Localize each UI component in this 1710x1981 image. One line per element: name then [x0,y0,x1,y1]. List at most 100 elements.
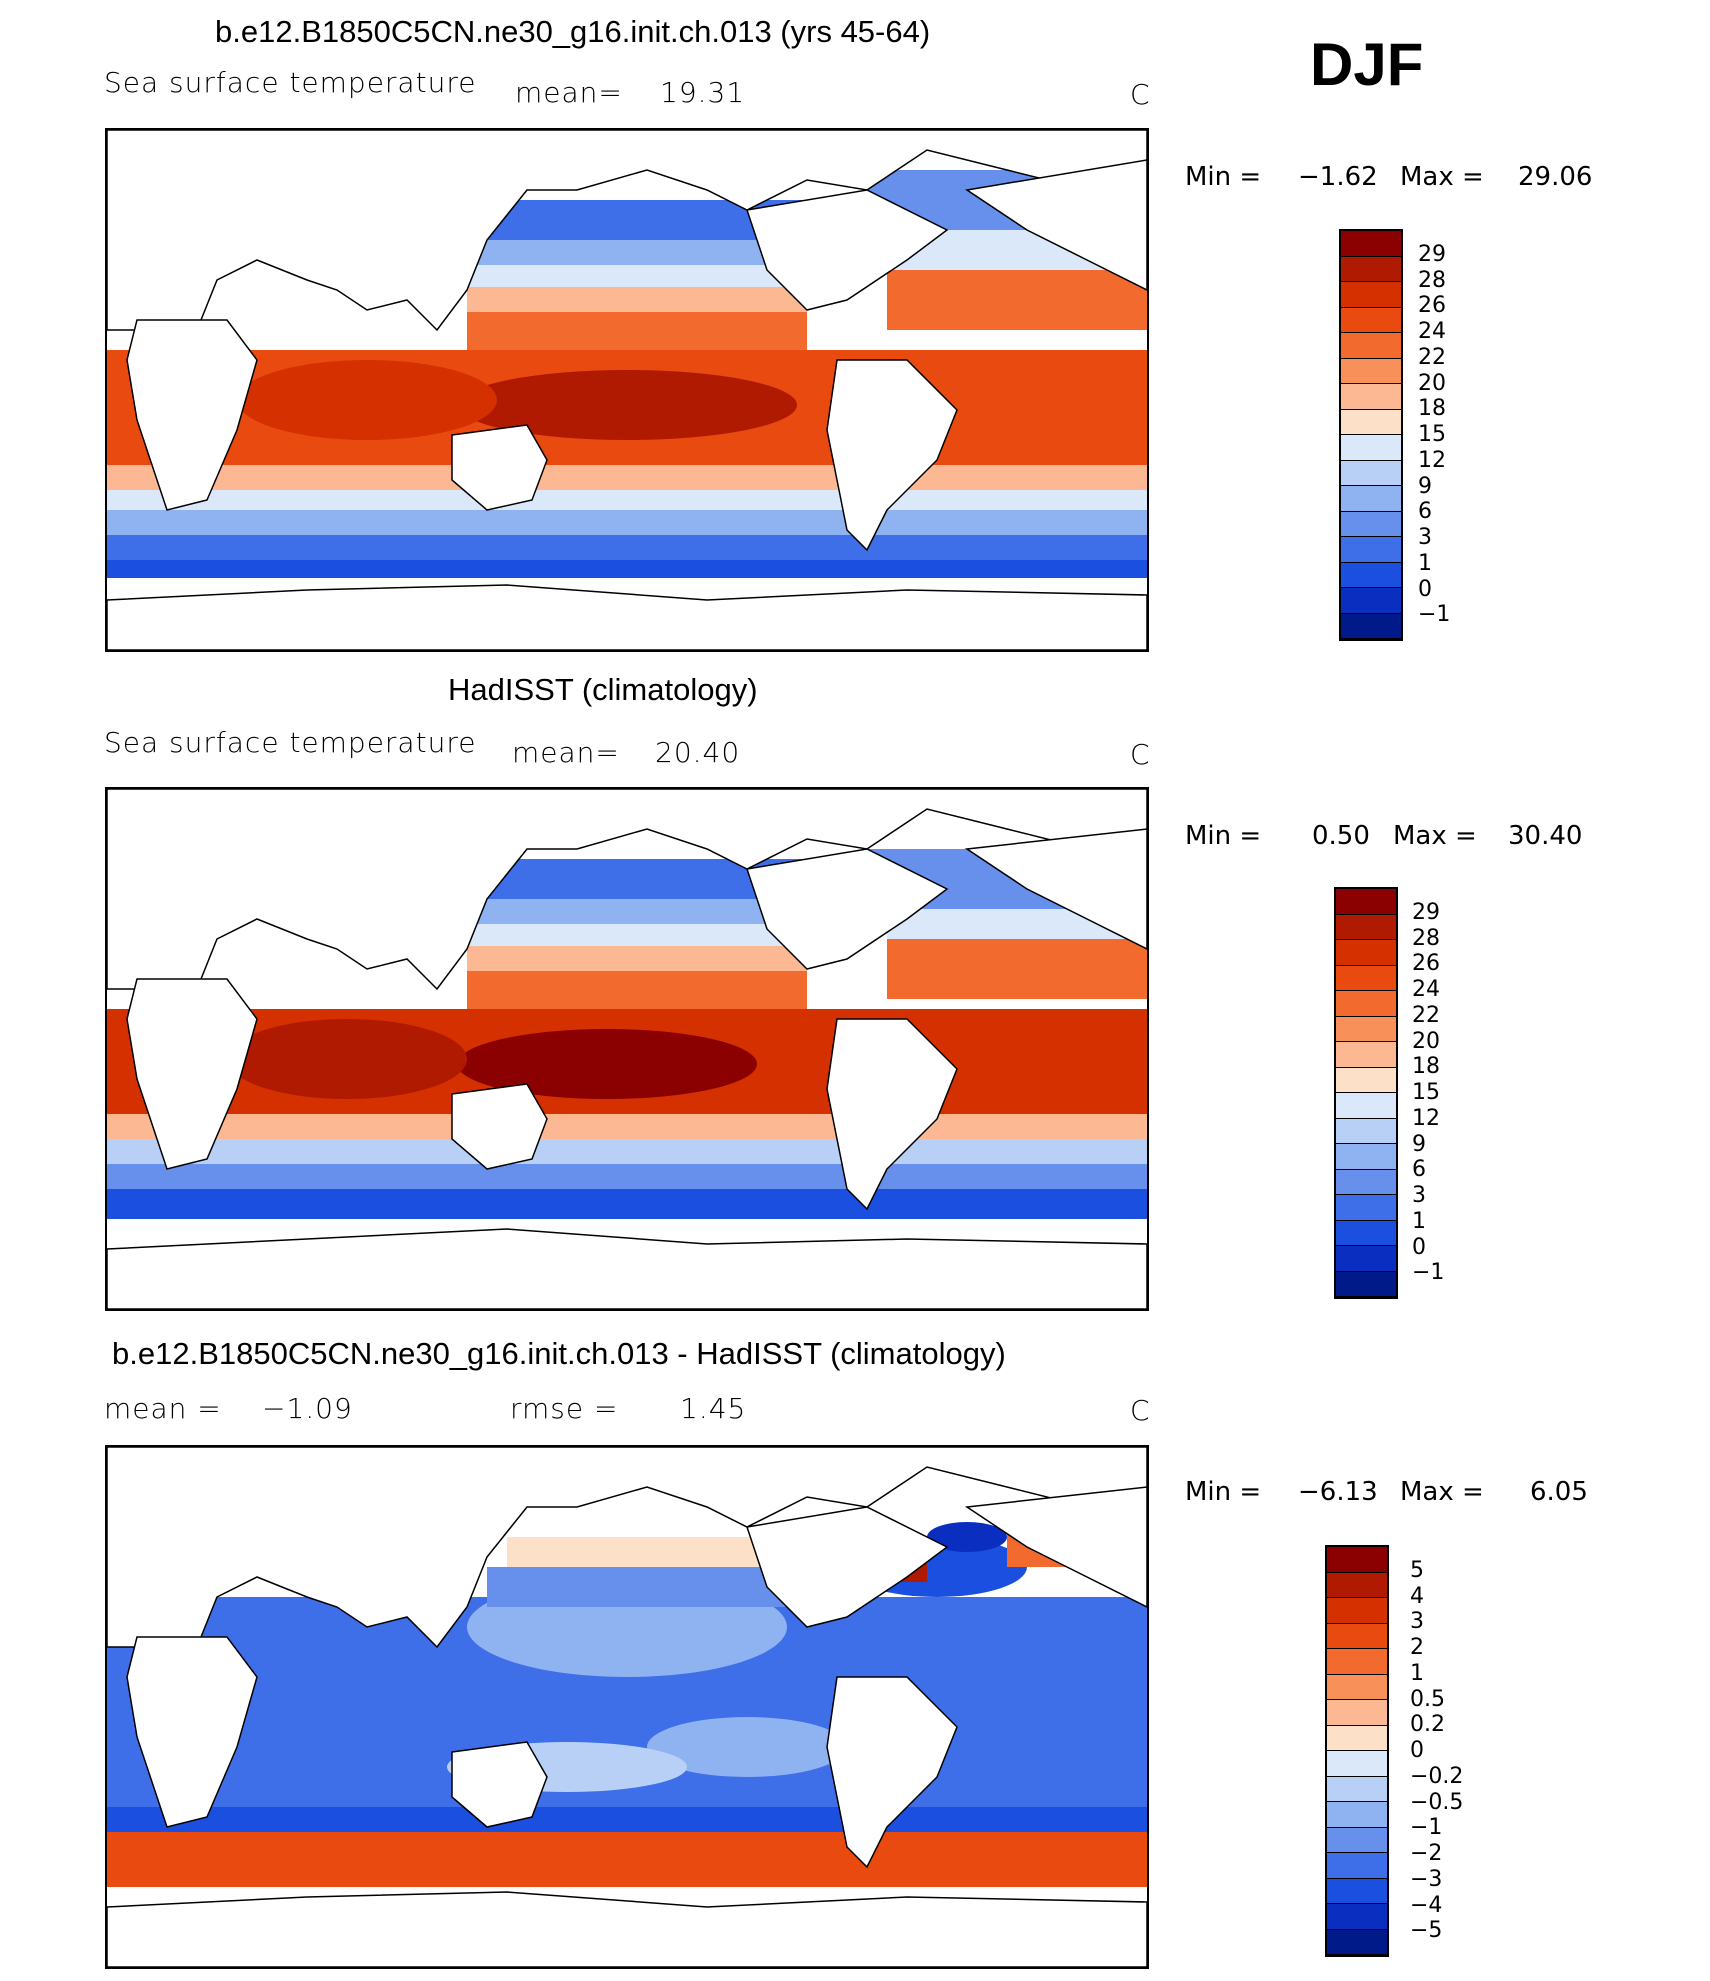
colorbar-level-label: 28 [1412,925,1440,951]
colorbar-level-label: 26 [1412,951,1440,977]
colorbar-swatch [1341,282,1401,308]
colorbar-swatch [1327,1547,1387,1573]
panel-2-max-label: Max = [1393,821,1477,851]
colorbar-swatch [1336,1195,1396,1221]
panel-2-max-value: 30.40 [1508,821,1583,851]
colorbar-swatch [1341,384,1401,410]
colorbar-swatch [1336,1118,1396,1144]
colorbar-level-label: 29 [1418,241,1446,267]
colorbar-swatch [1341,358,1401,384]
panel-1-mean-label: mean= [515,76,623,109]
colorbar-swatch [1336,965,1396,991]
colorbar-level-label: 4 [1410,1583,1424,1609]
colorbar-swatch [1341,511,1401,537]
panel-1-sst-field [107,130,1147,650]
colorbar-level-label: 29 [1412,899,1440,925]
colorbar-level-label: 12 [1418,447,1446,473]
colorbar-swatch [1341,256,1401,282]
colorbar-level-label: 9 [1418,473,1432,499]
colorbar-swatch [1341,231,1401,257]
colorbar-swatch [1336,1042,1396,1068]
panel-3-rmse-value: 1.45 [680,1392,747,1425]
colorbar-level-label: 20 [1412,1028,1440,1054]
colorbar-swatch [1336,1246,1396,1272]
colorbar-swatch [1327,1853,1387,1879]
colorbar-swatch [1327,1700,1387,1726]
panel-1-max-value: 29.06 [1518,162,1593,192]
panel-2-title: HadISST (climatology) [448,672,758,707]
colorbar-level-label: 0.2 [1410,1712,1445,1738]
panel-2-sst-field [107,789,1147,1309]
colorbar-swatch [1327,1751,1387,1777]
panel-1-max-label: Max = [1400,162,1484,192]
colorbar-level-label: −1 [1412,1260,1445,1286]
colorbar-swatch [1341,562,1401,588]
colorbar-swatch [1336,1169,1396,1195]
panel-3-rmse-label: rmse = [510,1392,619,1425]
colorbar-level-label: 0 [1418,576,1432,602]
colorbar-level-label: 18 [1412,1054,1440,1080]
colorbar-swatch [1327,1802,1387,1828]
panel-2-min-value: 0.50 [1312,821,1370,851]
colorbar-level-label: 24 [1412,977,1440,1002]
panel-3-difference-field [107,1447,1147,1967]
colorbar-swatch [1327,1929,1387,1955]
colorbar-swatch [1336,1220,1396,1246]
colorbar-level-label: 3 [1412,1183,1426,1208]
colorbar-level-label: −0.2 [1410,1763,1464,1789]
panel-2-variable-label: Sea surface temperature [104,726,477,759]
panel-1-min-value: −1.62 [1298,162,1378,192]
panel-3-min-value: −6.13 [1298,1477,1378,1507]
colorbar-level-label: 9 [1412,1131,1426,1157]
colorbar-swatch [1336,940,1396,966]
colorbar-level-label: 22 [1418,344,1446,370]
colorbar-level-label: 26 [1418,293,1446,319]
colorbar-level-label: 12 [1412,1105,1440,1131]
colorbar-swatch [1327,1904,1387,1930]
colorbar-level-label: 22 [1412,1002,1440,1028]
colorbar-swatch [1327,1827,1387,1853]
colorbar-swatch [1336,1093,1396,1119]
colorbar-level-label: 6 [1412,1157,1426,1183]
colorbar-level-label: 0 [1410,1738,1424,1763]
panel-1-variable-label: Sea surface temperature [104,66,477,99]
colorbar-level-label: −2 [1410,1841,1443,1866]
colorbar-level-label: 1 [1412,1208,1426,1234]
panel-1-colorbar [1339,229,1403,641]
panel-3-map [105,1445,1149,1969]
colorbar-level-label: 3 [1418,525,1432,550]
colorbar-level-label: 3 [1410,1609,1424,1635]
colorbar-level-label: 1 [1418,550,1432,576]
colorbar-swatch [1341,435,1401,461]
season-label: DJF [1310,31,1424,98]
colorbar-swatch [1336,1067,1396,1093]
panel-3-title: b.e12.B1850C5CN.ne30_g16.init.ch.013 - H… [112,1336,1006,1371]
colorbar-swatch [1341,537,1401,563]
colorbar-level-label: −0.5 [1410,1789,1464,1815]
colorbar-level-label: 0 [1412,1234,1426,1260]
colorbar-swatch [1327,1623,1387,1649]
colorbar-level-label: 15 [1412,1080,1440,1105]
panel-3-max-value: 6.05 [1530,1477,1588,1507]
colorbar-swatch [1336,1016,1396,1042]
colorbar-swatch [1327,1572,1387,1598]
colorbar-swatch [1336,1271,1396,1297]
colorbar-swatch [1341,333,1401,359]
panel-3-unit: C [1130,1394,1151,1427]
colorbar-level-label: 1 [1410,1660,1424,1686]
panel-2-map [105,787,1149,1311]
panel-3-colorbar [1325,1545,1389,1957]
colorbar-level-label: 20 [1418,370,1446,396]
panel-3-min-label: Min = [1185,1477,1262,1507]
colorbar-swatch [1341,486,1401,512]
panel-2-mean-value: 20.40 [655,736,741,769]
colorbar-level-label: −1 [1418,602,1451,628]
colorbar-level-label: 15 [1418,422,1446,447]
colorbar-swatch [1341,460,1401,486]
colorbar-swatch [1327,1725,1387,1751]
colorbar-level-label: 18 [1418,396,1446,422]
colorbar-swatch [1341,613,1401,639]
colorbar-level-label: 2 [1410,1635,1424,1660]
panel-1-mean-value: 19.31 [660,76,746,109]
panel-2-min-label: Min = [1185,821,1262,851]
